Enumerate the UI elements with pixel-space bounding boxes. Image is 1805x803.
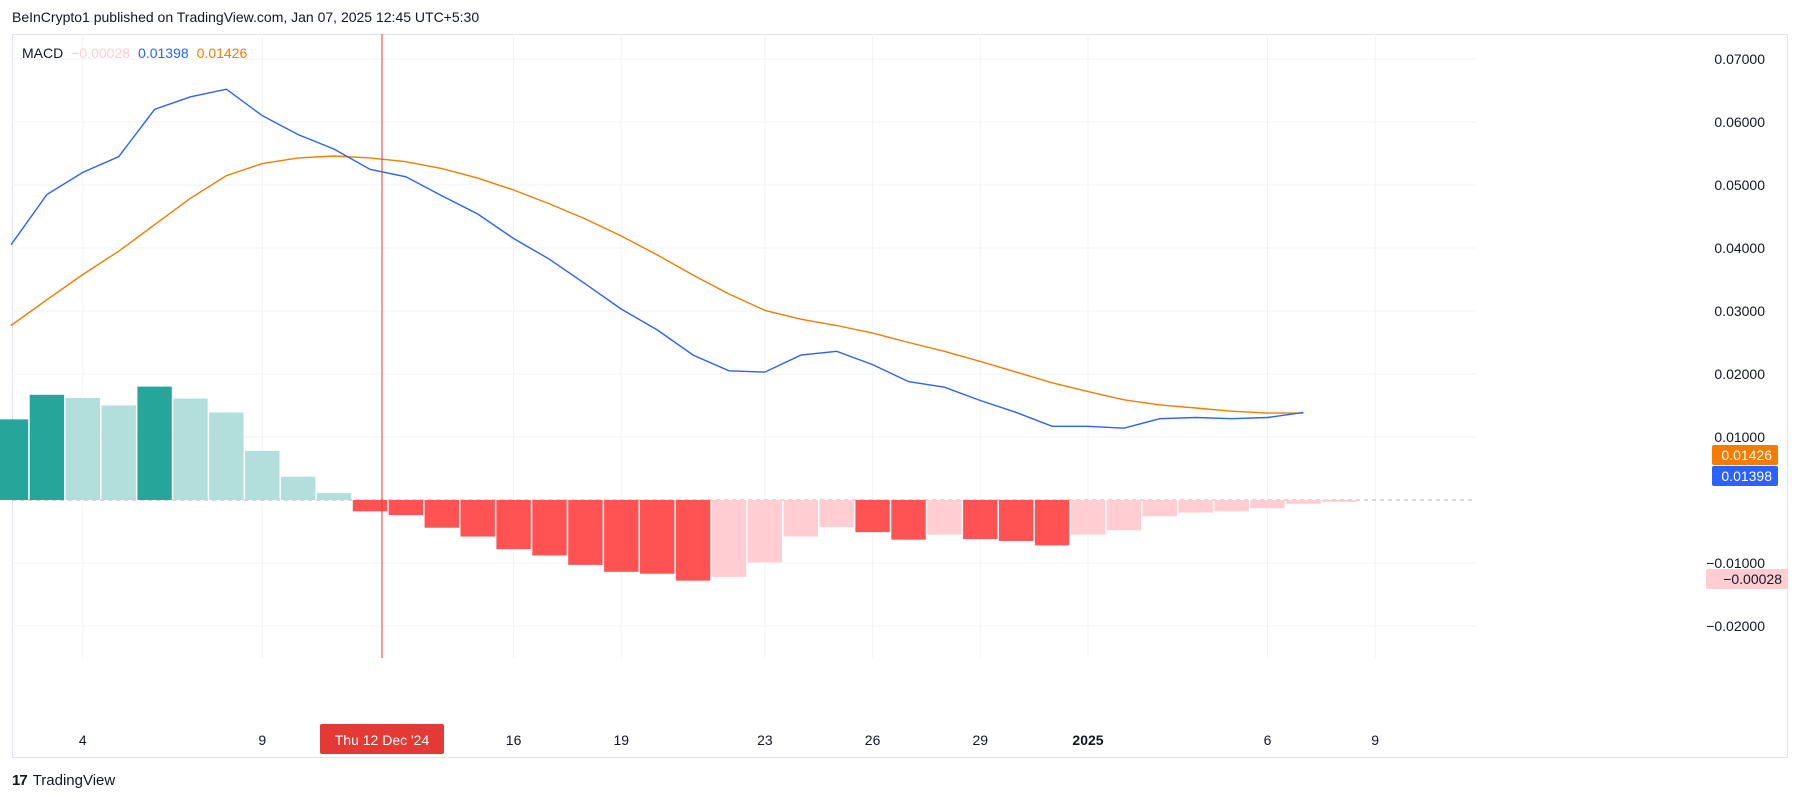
- y-tick-label: 0.03000: [1714, 303, 1765, 319]
- histogram-bar: [927, 500, 962, 535]
- legend-histogram-value: −0.00028: [71, 45, 131, 61]
- x-tick-label: 19: [614, 732, 630, 748]
- x-tick-label: 2025: [1072, 732, 1103, 748]
- legend-signal-value: 0.01426: [196, 45, 248, 61]
- crosshair-date-badge: [320, 724, 444, 754]
- y-axis: 0.07000 0.06000 0.05000 0.04000 0.03000 0.020…: [1706, 51, 1765, 634]
- chart-frame[interactable]: [12, 34, 1788, 758]
- x-tick-label: 4: [79, 732, 87, 748]
- y-tick-label: −0.02000: [1706, 618, 1765, 634]
- histogram-bar: [675, 500, 711, 581]
- x-tick-label: 26: [865, 732, 881, 748]
- histogram-bar: [1142, 500, 1177, 517]
- histogram-bar: [424, 500, 459, 528]
- histogram-bar: [281, 476, 316, 500]
- tradingview-logo-icon: 17: [12, 772, 28, 789]
- histogram-bar: [999, 500, 1034, 541]
- y-tick-label: 0.01000: [1714, 429, 1765, 445]
- tradingview-logo[interactable]: 17 TradingView: [12, 772, 115, 789]
- tradingview-brand: TradingView: [32, 772, 116, 789]
- histogram-bar: [532, 500, 567, 556]
- histogram-bar: [783, 500, 818, 537]
- y-tick-label: 0.02000: [1714, 366, 1765, 382]
- histogram-bar: [388, 500, 424, 516]
- histogram-bar: [173, 398, 208, 500]
- y-tick-label: 0.05000: [1714, 177, 1765, 193]
- price-tag-macd-text: 0.01398: [1721, 468, 1772, 484]
- histogram-bar: [316, 493, 352, 500]
- histogram-bar: [209, 412, 244, 500]
- histogram-bar: [1106, 500, 1142, 531]
- histogram-bar: [1034, 500, 1070, 546]
- histogram-bar: [65, 397, 100, 500]
- x-tick-label: 16: [506, 732, 522, 748]
- indicator-legend[interactable]: MACD −0.00028 0.01398 0.01426: [22, 45, 247, 61]
- y-tick-label: −0.01000: [1706, 555, 1765, 571]
- y-tick-label: 0.07000: [1714, 51, 1765, 67]
- price-tag-signal-text: 0.01426: [1721, 447, 1772, 463]
- price-tags: 0.01426 0.01398 −0.00028: [1706, 445, 1788, 589]
- histogram-bar: [711, 500, 747, 577]
- y-tick-label: 0.04000: [1714, 240, 1765, 256]
- price-tag-histogram: [1706, 569, 1788, 589]
- x-tick-label: 9: [1371, 732, 1379, 748]
- signal-line: [10, 155, 1304, 414]
- histogram-bar: [0, 419, 29, 500]
- macd-line: [10, 88, 1304, 429]
- histogram-bar: [101, 405, 136, 500]
- histogram-bar: [604, 500, 639, 572]
- histogram-bar: [1214, 500, 1249, 512]
- histogram-bar: [819, 500, 854, 528]
- histogram-bar: [1250, 500, 1285, 509]
- publish-attribution: BeInCrypto1 published on TradingView.com…: [12, 9, 480, 25]
- x-tick-label: 9: [258, 732, 266, 748]
- x-tick-label: 23: [757, 732, 773, 748]
- histogram-bar: [1286, 500, 1321, 504]
- histogram-bar: [460, 500, 495, 537]
- price-tag-macd: [1712, 466, 1778, 486]
- y-tick-label: 0.06000: [1714, 114, 1765, 130]
- grid: [12, 34, 1476, 658]
- x-tick-label: 6: [1264, 732, 1272, 748]
- histogram-bar: [245, 450, 280, 500]
- histogram-bar: [640, 500, 675, 574]
- price-tag-histogram-text: −0.00028: [1723, 571, 1782, 587]
- histogram-bar: [568, 500, 603, 565]
- indicator-label: MACD: [22, 45, 64, 61]
- histogram-bar: [496, 500, 531, 550]
- histogram-bar: [1070, 500, 1106, 535]
- x-axis: 4 9 16 19 23 26 29 2025 6 9: [79, 732, 1379, 748]
- histogram-bar: [352, 500, 388, 512]
- histogram-bar: [29, 394, 65, 500]
- histogram-bar: [855, 500, 890, 533]
- price-tag-signal: [1712, 445, 1778, 465]
- crosshair-date-label: Thu 12 Dec '24: [335, 732, 430, 748]
- legend-macd-value: 0.01398: [138, 45, 189, 61]
- histogram-bar: [891, 500, 926, 540]
- histogram-bar: [1322, 500, 1357, 502]
- macd-lines: [10, 88, 1304, 429]
- crosshair: Thu 12 Dec '24: [320, 34, 444, 754]
- histogram-bar: [963, 500, 998, 540]
- x-tick-label: 29: [973, 732, 989, 748]
- histogram-bar: [1178, 500, 1213, 513]
- histogram-bar: [747, 500, 783, 563]
- histogram-bar: [137, 386, 172, 500]
- histogram-bars: [0, 386, 1357, 581]
